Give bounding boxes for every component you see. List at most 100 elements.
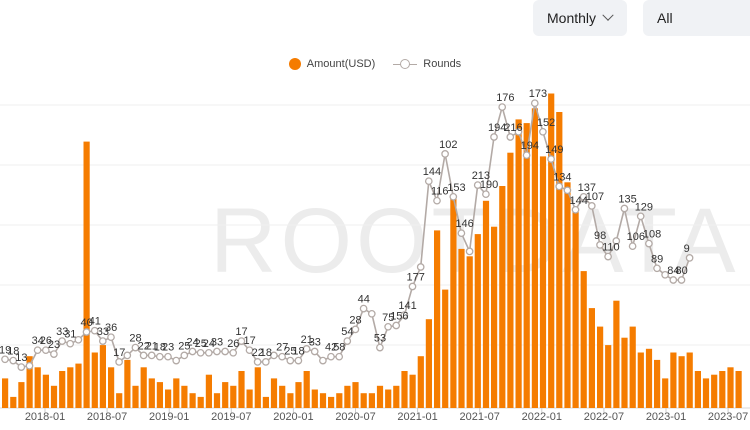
bar-amount[interactable] [572,211,579,408]
rounds-point[interactable] [498,103,507,111]
bar-amount[interactable] [434,230,441,408]
bar-amount[interactable] [99,345,106,408]
rounds-point[interactable] [620,204,629,213]
bar-amount[interactable] [393,385,400,408]
rounds-point[interactable] [636,212,645,221]
bar-amount[interactable] [507,152,514,408]
rounds-point[interactable] [50,350,58,358]
rounds-point[interactable] [82,328,91,336]
bar-amount[interactable] [694,371,701,408]
bar-amount[interactable] [531,108,538,409]
bar-amount[interactable] [645,348,653,408]
bar-amount[interactable] [18,382,25,408]
rounds-point[interactable] [33,346,42,355]
rounds-point[interactable] [107,333,115,342]
rounds-point[interactable] [196,348,205,357]
bar-amount[interactable] [132,385,139,408]
bar-amount[interactable] [523,123,530,408]
bar-amount[interactable] [311,389,318,409]
bar-amount[interactable] [613,300,620,408]
bar-amount[interactable] [580,271,587,408]
bar-amount[interactable] [319,393,327,408]
bar-amount[interactable] [711,374,718,408]
bar-amount[interactable] [727,367,734,408]
rounds-point[interactable] [653,264,661,273]
bar-amount[interactable] [197,396,204,408]
rounds-point[interactable] [376,343,384,352]
rounds-point[interactable] [90,326,99,335]
rounds-point[interactable] [286,356,295,365]
bar-amount[interactable] [686,352,693,409]
rounds-point[interactable] [482,190,490,199]
legend-item-rounds[interactable]: Rounds [393,58,461,70]
rounds-point[interactable] [465,247,474,256]
bar-amount[interactable] [165,389,172,409]
bar-amount[interactable] [246,389,253,409]
rounds-point[interactable] [188,347,197,356]
bar-amount[interactable] [458,248,465,408]
rounds-point[interactable] [628,242,637,251]
rounds-point[interactable] [327,352,335,361]
bar-amount[interactable] [42,374,49,408]
rounds-point[interactable] [310,347,319,356]
bar-amount[interactable] [376,385,384,408]
bar-amount[interactable] [352,382,359,408]
rounds-point[interactable] [25,361,34,370]
bar-amount[interactable] [295,382,302,408]
bar-amount[interactable] [670,352,677,409]
rounds-point[interactable] [253,358,262,366]
bar-amount[interactable] [621,337,628,408]
rounds-point[interactable] [1,355,9,364]
rounds-point[interactable] [563,186,572,195]
bar-amount[interactable] [262,396,269,408]
bar-amount[interactable] [491,226,498,408]
bar-amount[interactable] [719,371,726,408]
rounds-point[interactable] [579,192,588,201]
bar-amount[interactable] [254,367,261,408]
bar-amount[interactable] [605,345,612,408]
bar-amount[interactable] [279,385,286,408]
rounds-point[interactable] [424,177,433,186]
rounds-point[interactable] [164,352,172,361]
bar-amount[interactable] [67,367,74,408]
rounds-point[interactable] [384,322,392,331]
rounds-point[interactable] [555,182,564,191]
rounds-point[interactable] [596,241,604,249]
bar-amount[interactable] [181,385,188,408]
bar-amount[interactable] [336,393,343,408]
rounds-point[interactable] [237,337,246,345]
rounds-point[interactable] [547,155,555,163]
rounds-point[interactable] [392,321,401,330]
rounds-point[interactable] [123,351,132,360]
bar-amount[interactable] [515,119,522,409]
rounds-point[interactable] [457,229,466,238]
bar-amount[interactable] [50,385,58,408]
bar-amount[interactable] [108,367,115,408]
rounds-point[interactable] [41,346,50,355]
bar-amount[interactable] [75,363,82,408]
rounds-point[interactable] [400,311,409,319]
bar-amount[interactable] [116,393,123,408]
rounds-point[interactable] [17,363,26,371]
rounds-point[interactable] [229,348,238,357]
rounds-point[interactable] [449,192,458,201]
rounds-point[interactable] [612,237,621,245]
rounds-point[interactable] [473,181,482,189]
bar-amount[interactable] [222,382,229,408]
rounds-point[interactable] [335,352,344,361]
bar-amount[interactable] [401,371,408,408]
rounds-point[interactable] [221,347,229,356]
legend-item-amount[interactable]: Amount(USD) [288,58,375,70]
bar-amount[interactable] [360,393,367,408]
bar-amount[interactable] [556,112,563,408]
bar-amount[interactable] [637,352,644,409]
bar-amount[interactable] [59,371,66,408]
rounds-point[interactable] [685,254,694,262]
rounds-point[interactable] [115,358,123,366]
rounds-point[interactable] [506,133,515,141]
rounds-point[interactable] [669,276,678,284]
bar-amount[interactable] [678,356,685,408]
bar-amount[interactable] [213,393,221,408]
rounds-point[interactable] [539,127,547,136]
rounds-point[interactable] [416,263,425,271]
